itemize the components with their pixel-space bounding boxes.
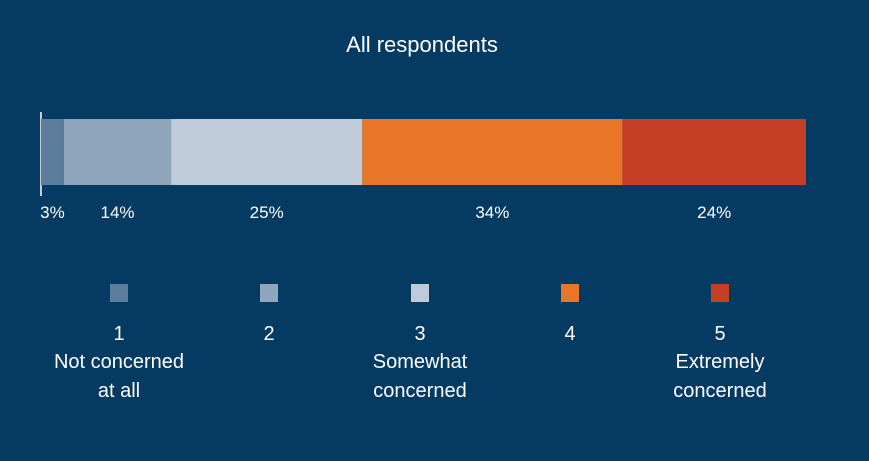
- data-label-4: 34%: [475, 203, 509, 222]
- legend-label-5-line-1: Extremely: [676, 351, 765, 373]
- data-labels: 3% 14% 25% 34% 24%: [40, 203, 731, 222]
- bar-segment-1: [41, 119, 64, 185]
- legend: 1 Not concerned at all 2 3 Somewhat concerned 4…: [54, 284, 767, 402]
- legend-number-2: 2: [263, 323, 274, 345]
- legend-swatch-1: [110, 284, 128, 302]
- bar-segments: [41, 119, 806, 185]
- legend-number-4: 4: [564, 323, 575, 345]
- bar-segment-4: [362, 119, 623, 185]
- legend-swatch-2: [260, 284, 278, 302]
- bar-segment-2: [63, 119, 172, 185]
- chart-title: All respondents: [346, 32, 498, 57]
- legend-swatch-3: [411, 284, 429, 302]
- legend-label-1-line-1: Not concerned: [54, 351, 184, 373]
- legend-number-5: 5: [714, 323, 725, 345]
- legend-label-3-line-2: concerned: [373, 380, 466, 402]
- data-label-2: 14%: [100, 203, 134, 222]
- legend-label-3-line-1: Somewhat: [373, 351, 468, 373]
- data-label-5: 24%: [697, 203, 731, 222]
- legend-swatch-4: [561, 284, 579, 302]
- legend-number-3: 3: [414, 323, 425, 345]
- legend-label-1-line-2: at all: [98, 380, 140, 402]
- data-label-3: 25%: [250, 203, 284, 222]
- legend-label-5-line-2: concerned: [673, 380, 766, 402]
- legend-number-1: 1: [113, 323, 124, 345]
- bar-segment-5: [622, 119, 806, 185]
- legend-swatch-5: [711, 284, 729, 302]
- data-label-1: 3%: [40, 203, 65, 222]
- bar-segment-3: [171, 119, 363, 185]
